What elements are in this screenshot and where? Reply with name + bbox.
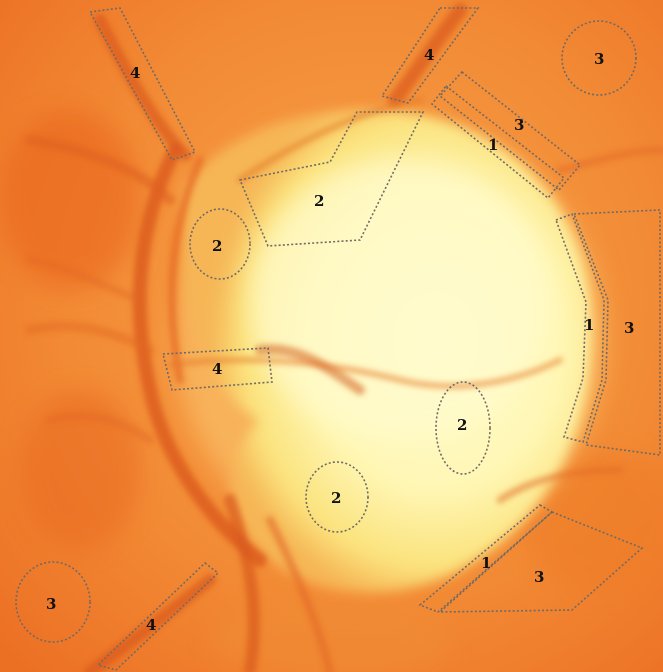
region-label: 3 [594,50,604,68]
region-label: 1 [488,136,498,154]
region-1-lower-right-band: 1 [418,504,554,613]
region-4-top-left: 4 [88,7,197,161]
region-1-upper-right-band: 1 [430,84,566,200]
region-4-middle-left: 4 [161,347,273,391]
region-1-right-band: 1 [554,212,605,443]
region-label: 3 [46,595,56,613]
region-label: 4 [146,616,156,634]
region-label: 2 [457,416,467,434]
region-label: 1 [584,316,594,334]
region-3-upper-right-band: 3 [438,70,582,192]
region-2-left-circle: 2 [189,208,251,280]
region-3-right-band: 3 [572,209,661,456]
region-4-top: 4 [380,7,480,104]
region-label: 4 [130,64,140,82]
region-label: 2 [212,237,222,255]
region-3-bottom-left-circle: 3 [15,561,91,643]
background-mottling [0,110,663,672]
region-3-top-right-circle: 3 [561,20,637,96]
blood-vessels [25,3,663,672]
region-label: 4 [424,46,434,64]
region-2-center-oval: 2 [435,381,491,475]
annotation-regions: 4 4 3 3 1 2 2 [15,7,661,671]
region-label: 1 [481,554,491,572]
region-label: 4 [212,360,222,378]
region-4-bottom-left: 4 [96,561,220,671]
region-label: 2 [314,192,324,210]
region-label: 2 [331,489,341,507]
region-2-top-polygon: 2 [238,111,425,247]
region-3-lower-right-band: 3 [437,511,644,613]
region-label: 3 [534,568,544,586]
region-label: 3 [514,116,524,134]
region-label: 3 [624,319,634,337]
region-2-lower-circle: 2 [305,461,369,533]
optic-disc [175,110,605,593]
